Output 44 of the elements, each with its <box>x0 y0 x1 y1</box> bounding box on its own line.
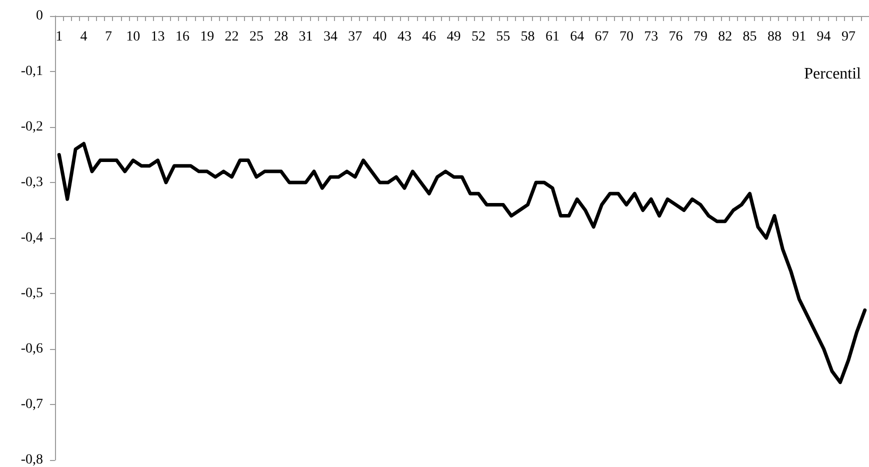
x-tick-label: 13 <box>150 30 165 44</box>
x-tick-label: 94 <box>816 30 831 44</box>
x-tick-label: 73 <box>644 30 658 44</box>
x-tick-label: 61 <box>545 30 560 44</box>
x-tick-label: 25 <box>249 30 264 44</box>
x-tick-label: 64 <box>570 30 584 44</box>
line-series <box>57 142 867 384</box>
x-tick-label: 70 <box>619 30 634 44</box>
x-tick-label: 19 <box>200 30 214 44</box>
x-tick-label: 43 <box>397 30 412 44</box>
x-tick-label: 7 <box>104 30 112 44</box>
y-tick-label: -0,1 <box>20 64 43 79</box>
x-tick-label: 79 <box>693 30 708 44</box>
x-tick-label: 46 <box>422 30 436 44</box>
x-axis-title: Percentil <box>804 66 862 82</box>
x-tick-label: 22 <box>224 30 239 44</box>
x-tick-label: 31 <box>298 30 313 44</box>
x-tick-label: 58 <box>520 30 535 44</box>
x-tick-label: 49 <box>446 30 461 44</box>
x-tick-label: 88 <box>767 30 782 44</box>
x-tick-label: 10 <box>126 30 140 44</box>
x-tick-label: 37 <box>348 30 362 44</box>
y-tick-label: -0,5 <box>20 286 43 301</box>
x-tick-label: 28 <box>274 30 288 44</box>
y-tick-label: -0,8 <box>20 452 43 467</box>
y-tick-label: -0,3 <box>20 175 43 190</box>
y-tick-label: -0,4 <box>20 230 43 246</box>
x-tick-label: 67 <box>594 30 609 44</box>
x-tick-label: 82 <box>718 30 732 44</box>
y-tick-label: 0 <box>36 8 43 24</box>
y-tick-label: -0,6 <box>20 342 43 356</box>
x-tick-label: 34 <box>323 30 338 44</box>
x-tick-label: 76 <box>668 30 683 44</box>
y-tick-label: -0,7 <box>20 397 43 412</box>
x-tick-label: 55 <box>496 30 510 44</box>
x-tick-label: 97 <box>841 30 856 44</box>
x-tick-label: 16 <box>175 30 190 44</box>
x-tick-label: 91 <box>792 30 806 44</box>
x-tick-label: 40 <box>372 30 387 44</box>
x-tick-label: 1 <box>56 30 63 44</box>
x-tick-label: 85 <box>742 30 757 44</box>
x-tick-label: 52 <box>471 30 486 44</box>
x-tick-label: 4 <box>80 30 88 44</box>
y-tick-label: -0,2 <box>20 120 43 134</box>
